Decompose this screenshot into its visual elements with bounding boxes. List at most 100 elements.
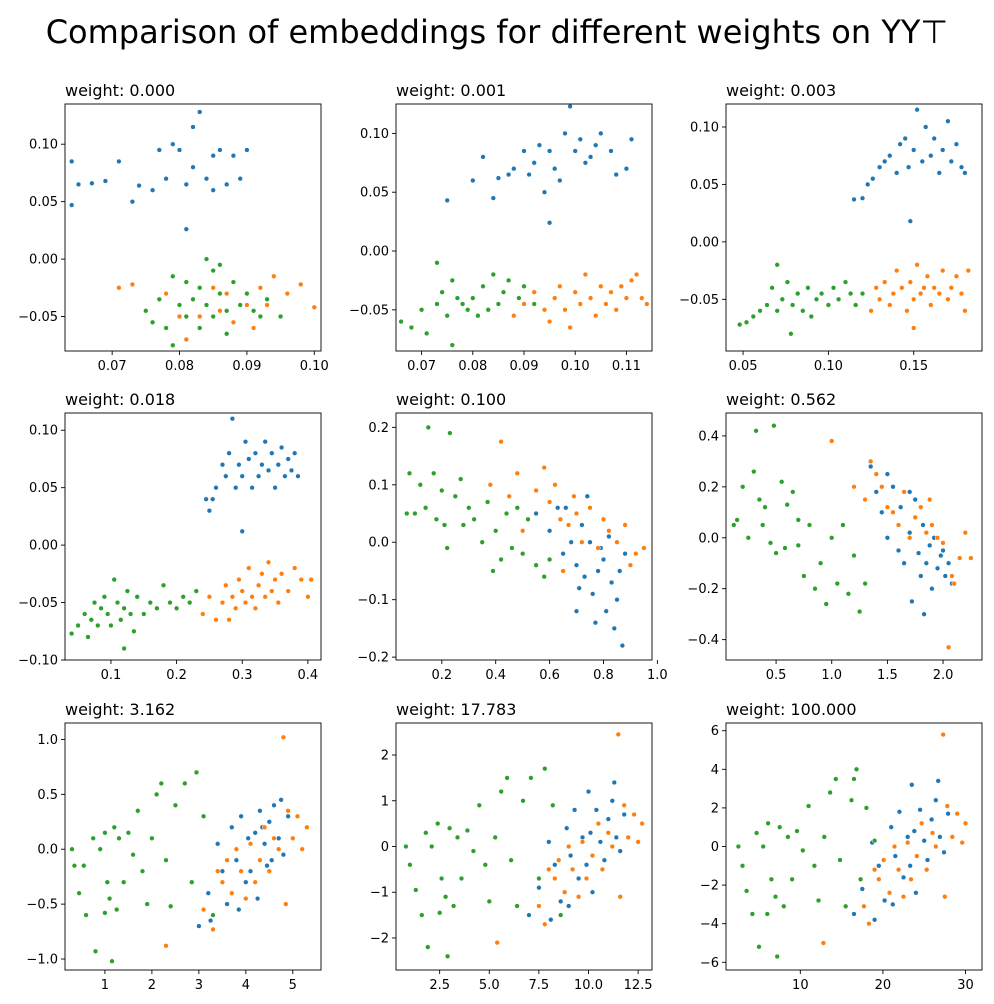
scatter-point bbox=[777, 824, 783, 830]
scatter-point bbox=[200, 813, 207, 819]
scatter-point bbox=[102, 830, 108, 836]
scatter-point bbox=[603, 301, 609, 307]
scatter-point bbox=[560, 551, 566, 557]
scatter-point bbox=[953, 141, 960, 147]
scatter-point bbox=[834, 580, 840, 587]
scatter-point bbox=[76, 890, 82, 896]
series-3 bbox=[737, 262, 866, 337]
scatter-point bbox=[779, 479, 785, 485]
y-tick-label: 0.1 bbox=[368, 478, 389, 493]
scatter-point bbox=[182, 780, 188, 787]
scatter-point bbox=[557, 283, 563, 289]
scatter-point bbox=[928, 816, 935, 823]
scatter-point bbox=[884, 504, 891, 510]
scatter-point bbox=[552, 875, 558, 882]
y-tick-label: 0.2 bbox=[698, 480, 719, 495]
scatter-point bbox=[548, 917, 554, 923]
scatter-point bbox=[219, 879, 226, 885]
y-tick-label: 0.05 bbox=[29, 481, 58, 496]
scatter-point bbox=[265, 467, 272, 474]
x-tick-label: 0.08 bbox=[165, 359, 194, 374]
scatter-point bbox=[564, 825, 570, 831]
scatter-point bbox=[575, 894, 582, 900]
scatter-point bbox=[606, 528, 612, 534]
y-tick-label: −0.2 bbox=[357, 651, 389, 666]
scatter-point bbox=[940, 267, 946, 274]
subplot-title: weight: 100.000 bbox=[726, 700, 857, 719]
scatter-point bbox=[579, 834, 586, 841]
scatter-point bbox=[233, 605, 239, 611]
scatter-point bbox=[928, 302, 934, 308]
scatter-point bbox=[111, 824, 117, 830]
y-tick-label: −1 bbox=[370, 886, 389, 901]
scatter-point bbox=[163, 943, 169, 949]
scatter-point bbox=[962, 170, 968, 176]
scatter-point bbox=[217, 290, 223, 297]
scatter-point bbox=[129, 281, 136, 288]
scatter-point bbox=[102, 178, 109, 184]
scatter-point bbox=[250, 325, 257, 331]
subplot-title: weight: 3.162 bbox=[65, 700, 175, 719]
scatter-point bbox=[471, 516, 477, 522]
scatter-point bbox=[280, 852, 287, 858]
scatter-point bbox=[865, 181, 871, 188]
scatter-point bbox=[223, 582, 229, 588]
scatter-point bbox=[176, 313, 183, 320]
scatter-point bbox=[249, 594, 255, 600]
y-tick-label: 0.05 bbox=[29, 195, 58, 210]
series-1 bbox=[196, 797, 291, 929]
scatter-point bbox=[862, 496, 868, 503]
scatter-point bbox=[936, 170, 942, 176]
scatter-point bbox=[589, 852, 596, 859]
scatter-point bbox=[800, 308, 806, 314]
scatter-point bbox=[213, 617, 219, 623]
scatter-point bbox=[101, 594, 108, 600]
scatter-point bbox=[743, 319, 750, 325]
scatter-point bbox=[454, 834, 461, 841]
scatter-point bbox=[223, 473, 229, 479]
y-tick-label: 0.00 bbox=[29, 253, 58, 268]
scatter-point bbox=[210, 267, 216, 274]
subplot-title: weight: 0.562 bbox=[726, 390, 836, 409]
scatter-point bbox=[934, 535, 941, 541]
x-tick-label: 0.2 bbox=[166, 668, 187, 683]
scatter-point bbox=[275, 462, 281, 468]
scatter-point bbox=[536, 885, 542, 891]
scatter-point bbox=[609, 798, 615, 804]
scatter-point bbox=[521, 301, 527, 307]
scatter-point bbox=[914, 107, 920, 113]
scatter-point bbox=[608, 579, 615, 586]
scatter-point bbox=[737, 321, 743, 328]
scatter-point bbox=[127, 611, 134, 617]
scatter-point bbox=[857, 876, 864, 882]
scatter-point bbox=[603, 608, 609, 614]
series-2 bbox=[200, 559, 314, 623]
scatter-point bbox=[257, 285, 264, 291]
subplot-8: weight: 17.783 2.5 5.0 7.5 10.0 12.5 −2 −1 0 1 2 bbox=[370, 700, 653, 993]
scatter-point bbox=[735, 843, 742, 850]
x-tick-label: 0.10 bbox=[300, 359, 329, 374]
y-tick-label: 0.05 bbox=[690, 178, 719, 193]
x-tick-label: 0.07 bbox=[98, 359, 127, 374]
scatter-point bbox=[444, 197, 450, 204]
scatter-point bbox=[149, 319, 156, 325]
scatter-point bbox=[205, 890, 211, 896]
scatter-point bbox=[569, 866, 576, 873]
scatter-point bbox=[210, 187, 216, 193]
scatter-point bbox=[278, 571, 285, 577]
scatter-point bbox=[750, 313, 756, 320]
scatter-point bbox=[92, 948, 99, 954]
scatter-point bbox=[233, 857, 240, 863]
scatter-point bbox=[197, 285, 203, 291]
scatter-point bbox=[229, 416, 236, 422]
scatter-point bbox=[135, 808, 141, 814]
scatter-point bbox=[566, 843, 572, 850]
x-tick-label: 0.4 bbox=[485, 668, 506, 683]
scatter-point bbox=[163, 290, 169, 297]
scatter-point bbox=[579, 839, 586, 845]
scatter-point bbox=[585, 788, 592, 795]
x-tick-label: 3 bbox=[195, 978, 203, 993]
scatter-point bbox=[215, 868, 221, 874]
x-tick-label: 1.5 bbox=[877, 668, 898, 683]
scatter-point bbox=[422, 505, 429, 511]
